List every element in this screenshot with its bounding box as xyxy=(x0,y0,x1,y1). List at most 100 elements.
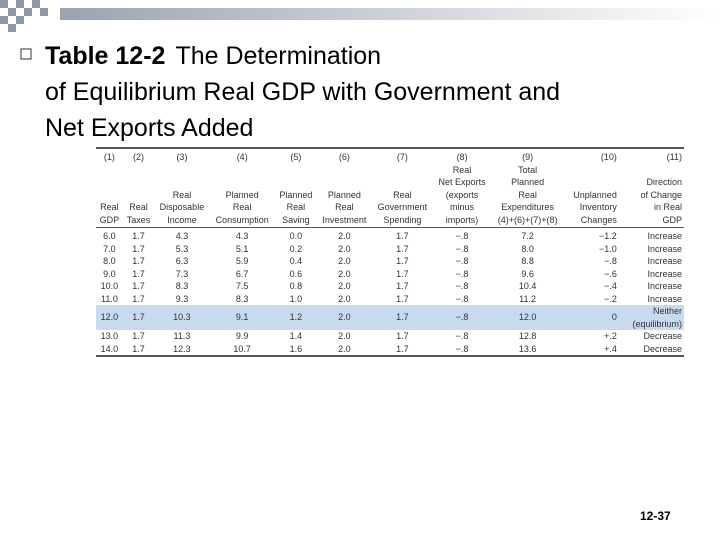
decoration xyxy=(0,0,720,32)
table-cell: 1.7 xyxy=(132,331,145,341)
table-cell: 6.7 xyxy=(235,268,249,279)
table: (1) (2) (3) (4) (5) (6) (7) (8) (9) (10) (11) Real … xyxy=(96,147,684,357)
table-cell: 1.7 xyxy=(396,243,409,254)
table-row: 13.0 1.7 11.3 9.9 1.4 2.0 1.7 −.8 12.8 +.2 Decreas… xyxy=(96,330,684,343)
table-cell: Decrease xyxy=(622,342,684,357)
table-cell: 1.7 xyxy=(132,256,145,266)
table-cell: 2.0 xyxy=(317,305,372,330)
table-cell: 1.7 xyxy=(396,331,409,341)
table-cell: 1.7 xyxy=(132,281,145,291)
table-cell: −.8 xyxy=(455,281,469,291)
column-header: Real Government Spending xyxy=(371,163,433,228)
table-cell: 8.0 xyxy=(103,256,116,266)
table-cell: 8.8 xyxy=(521,256,534,266)
column-number: (9) xyxy=(491,147,564,164)
table-cell: 1.4 xyxy=(289,331,303,341)
column-number: (3) xyxy=(154,147,210,164)
table-cell: −.8 xyxy=(455,331,469,341)
column-header: Real GDP xyxy=(96,163,123,228)
column-number: (2) xyxy=(122,147,155,164)
table-cell: 7.5 xyxy=(235,281,249,291)
table-row: 9.0 1.7 7.3 6.7 0.6 2.0 1.7 −.8 9.6 −.6 Increase xyxy=(96,268,684,281)
table-cell: 2.0 xyxy=(317,342,372,357)
table-cell: −.8 xyxy=(455,256,469,266)
table-cell: +.2 xyxy=(604,331,617,341)
table-cell: 8.0 xyxy=(521,243,534,254)
table-cell: 1.7 xyxy=(396,268,409,279)
table-cell: 5.3 xyxy=(175,243,189,254)
table-cell: 12.0 xyxy=(96,305,123,330)
column-header: Real Taxes xyxy=(122,163,155,228)
table-cell: 2.0 xyxy=(338,243,351,254)
table-cell: Increase xyxy=(647,231,682,241)
table-cell: 0.0 xyxy=(289,231,303,241)
column-number: (10) xyxy=(563,147,623,164)
table-cell: 4.3 xyxy=(235,231,249,241)
table-cell: 9.9 xyxy=(235,331,249,341)
table-cell: 10.7 xyxy=(209,342,275,357)
table-cell: 11.2 xyxy=(519,293,537,304)
table-cell: 2.0 xyxy=(338,256,351,266)
table-cell: 13.0 xyxy=(100,331,119,341)
table-cell: 12.3 xyxy=(154,342,210,357)
table-row: 7.0 1.7 5.3 5.1 0.2 2.0 1.7 −.8 8.0 −1.0 Increase xyxy=(96,243,684,256)
table-cell: −.8 xyxy=(604,256,617,266)
table-cell: 0.2 xyxy=(289,243,303,254)
table-cell: −.8 xyxy=(455,243,469,254)
table-cell: 13.6 xyxy=(491,342,564,357)
title-line: Net Exports Added xyxy=(45,114,254,142)
table-cell: 9.6 xyxy=(521,268,534,279)
table-cell: 4.3 xyxy=(175,231,189,241)
table-cell: 9.3 xyxy=(175,293,189,304)
table-cell: 1.7 xyxy=(396,281,409,291)
table-cell: 1.6 xyxy=(274,342,317,357)
column-number: (1) xyxy=(96,147,123,164)
table-cell: 11.3 xyxy=(173,331,191,341)
table-cell: 9.1 xyxy=(209,305,275,330)
table-cell: 12.0 xyxy=(491,305,564,330)
table-cell: −.4 xyxy=(604,281,617,291)
table-cell: −.6 xyxy=(604,268,617,279)
table-cell: 1.7 xyxy=(132,293,145,304)
column-number: (11) xyxy=(622,147,684,164)
title: Table 12-2 The Determination of Equilibriu… xyxy=(45,38,695,146)
column-header: Unplanned Inventory Changes xyxy=(563,163,623,228)
table-cell: Decrease xyxy=(643,331,682,341)
table-cell: 1.7 xyxy=(396,256,409,266)
table-cell: 10.0 xyxy=(100,281,119,291)
table-cell: Increase xyxy=(647,293,682,304)
column-number: (7) xyxy=(371,147,433,164)
table-cell: Increase xyxy=(647,268,682,279)
table-cell: −.8 xyxy=(455,293,469,304)
table-cell: 10.4 xyxy=(518,281,537,291)
table-cell: −.2 xyxy=(604,293,617,304)
table-cell: 0 xyxy=(563,305,623,330)
table-cell: 1.2 xyxy=(274,305,317,330)
table-cell: 9.0 xyxy=(103,268,116,279)
table-cell: 2.0 xyxy=(338,331,351,341)
column-header: Real Net Exports (exports minus imports) xyxy=(432,163,492,228)
table-row: 6.0 1.7 4.3 4.3 0.0 2.0 1.7 −.8 7.2 −1.2 Increase xyxy=(96,228,684,243)
bullet xyxy=(20,48,32,60)
table-row: 14.0 1.7 12.3 10.7 1.6 2.0 1.7 −.8 13.6 +.4 Decrea… xyxy=(96,342,684,357)
table-cell: 6.3 xyxy=(175,256,189,266)
table-cell: Neither (equilibrium) xyxy=(622,305,684,330)
table-cell: 0.4 xyxy=(289,256,303,266)
table-cell: 14.0 xyxy=(96,342,123,357)
table-cell: +.4 xyxy=(563,342,623,357)
table-cell: 2.0 xyxy=(338,281,351,291)
column-header: Planned Real Saving xyxy=(274,163,317,228)
column-header: Real Disposable Income xyxy=(154,163,210,228)
table-cell: 1.7 xyxy=(371,305,433,330)
column-number: (4) xyxy=(209,147,275,164)
table-cell: 11.0 xyxy=(100,293,118,304)
table-cell: −.8 xyxy=(455,268,469,279)
table-row: 8.0 1.7 6.3 5.9 0.4 2.0 1.7 −.8 8.8 −.8 Increase xyxy=(96,255,684,268)
page-number: 12-37 xyxy=(640,509,671,523)
table-cell: Increase xyxy=(647,256,682,266)
table-cell: 1.7 xyxy=(132,243,145,254)
table-cell: −.8 xyxy=(432,305,492,330)
table-cell: 1.7 xyxy=(132,231,145,241)
table-cell: Increase xyxy=(647,243,682,254)
